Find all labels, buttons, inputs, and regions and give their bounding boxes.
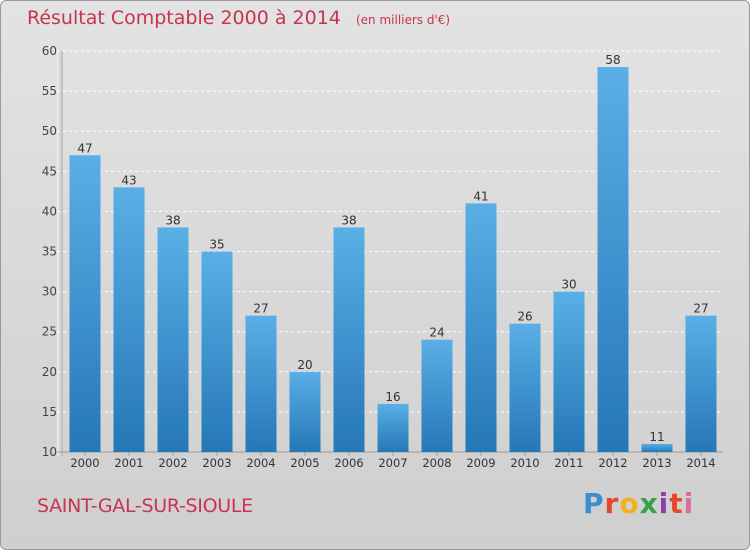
- bar: [69, 155, 101, 452]
- bar-value-label: 20: [297, 358, 312, 372]
- chart-title: Résultat Comptable 2000 à 2014: [27, 7, 341, 29]
- y-tick-label: 20: [42, 365, 57, 379]
- y-tick-label: 50: [42, 124, 57, 138]
- bar: [553, 291, 585, 452]
- x-tick-label: 2007: [378, 456, 407, 470]
- y-tick-label: 10: [42, 445, 57, 459]
- bar-value-label: 27: [253, 302, 268, 316]
- bar: [245, 315, 277, 452]
- bar-value-label: 58: [605, 53, 620, 67]
- bar: [685, 315, 717, 452]
- bar: [377, 403, 409, 452]
- x-tick-label: 2002: [158, 456, 187, 470]
- bar: [289, 371, 321, 452]
- proxiti-logo: Proxiti: [583, 487, 695, 520]
- x-tick-label: 2010: [510, 456, 539, 470]
- y-tick-label: 25: [42, 325, 57, 339]
- bar: [157, 227, 189, 452]
- chart-subtitle: (en milliers d'€): [355, 13, 451, 27]
- x-tick-label: 2005: [290, 456, 319, 470]
- bar-value-label: 16: [385, 390, 400, 404]
- y-tick-label: 60: [42, 44, 57, 58]
- x-tick-label: 2004: [246, 456, 275, 470]
- bar-value-label: 26: [517, 310, 532, 324]
- bar-value-label: 35: [209, 238, 224, 252]
- bar: [333, 227, 365, 452]
- bar-value-label: 27: [693, 302, 708, 316]
- x-tick-label: 2001: [114, 456, 143, 470]
- x-tick-label: 2006: [334, 456, 363, 470]
- bar-value-label: 30: [561, 278, 576, 292]
- bar-value-label: 47: [77, 141, 92, 155]
- y-tick-label: 15: [42, 405, 57, 419]
- bar-value-label: 38: [165, 213, 180, 227]
- bar-value-label: 41: [473, 189, 488, 203]
- x-tick-label: 2008: [422, 456, 451, 470]
- bar: [421, 339, 453, 452]
- bar: [465, 203, 497, 452]
- y-tick-label: 55: [42, 84, 57, 98]
- bar-value-label: 38: [341, 213, 356, 227]
- x-tick-label: 2000: [70, 456, 99, 470]
- bar: [509, 323, 541, 452]
- x-tick-label: 2009: [466, 456, 495, 470]
- bar: [113, 187, 145, 452]
- bar: [201, 251, 233, 452]
- bar: [641, 443, 673, 452]
- bar-value-label: 43: [121, 173, 136, 187]
- town-name: SAINT-GAL-SUR-SIOULE: [37, 495, 253, 517]
- bar-value-label: 11: [649, 430, 664, 444]
- y-axis-band: [57, 51, 63, 456]
- x-tick-label: 2003: [202, 456, 231, 470]
- x-tick-label: 2013: [642, 456, 671, 470]
- y-tick-label: 30: [42, 285, 57, 299]
- y-tick-label: 35: [42, 245, 57, 259]
- bar-value-label: 24: [429, 326, 444, 340]
- x-tick-label: 2012: [598, 456, 627, 470]
- bar: [597, 67, 629, 452]
- y-tick-label: 45: [42, 164, 57, 178]
- y-tick-label: 40: [42, 204, 57, 218]
- x-tick-label: 2014: [686, 456, 715, 470]
- title-row: Résultat Comptable 2000 à 2014 (en milli…: [27, 7, 450, 29]
- x-tick-label: 2011: [554, 456, 583, 470]
